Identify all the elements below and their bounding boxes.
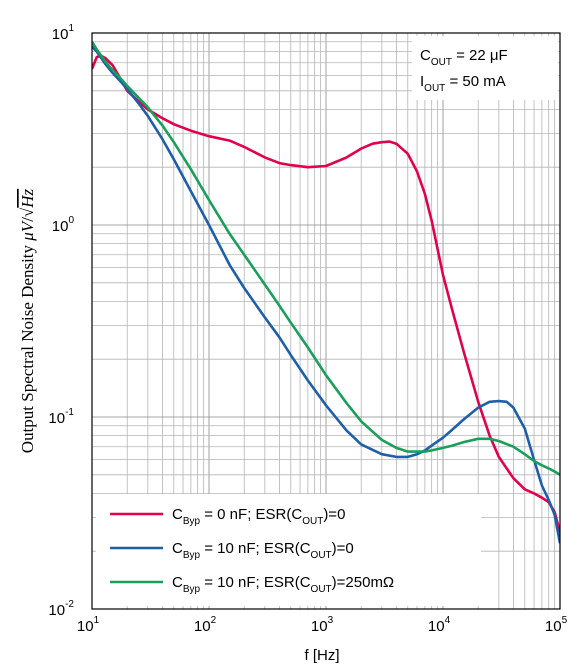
y-tick-label: 10-1: [48, 407, 74, 427]
annotation-iout-main: I: [420, 73, 424, 90]
y-axis-unit-slash: /: [18, 217, 37, 222]
legend-label-0: CByp = 0 nF; ESR(COUT)=0: [172, 506, 345, 527]
x-tick-label: 104: [428, 615, 451, 635]
plot-frame: [91, 32, 561, 610]
annotation-box: COUT = 22 μF IOUT = 50 mA: [412, 36, 558, 100]
series-line-2: [92, 41, 560, 476]
svg-text:Output Spectral Noise Density: Output Spectral Noise Density μV/√Hz: [18, 188, 37, 453]
y-axis-title-text: Output Spectral Noise Density: [18, 241, 37, 453]
y-axis-unit-mu: μ: [18, 232, 37, 242]
annotation-iout: IOUT = 50 mA: [420, 73, 506, 94]
y-axis-sqrt-sign: √: [18, 207, 37, 217]
y-axis-title: Output Spectral Noise Density μV/√Hz: [18, 188, 37, 453]
x-tick-label: 103: [311, 615, 334, 635]
legend-entry-2: CByp = 10 nF; ESR(COUT)=250mΩ: [110, 574, 394, 595]
annotation-cout-sub: OUT: [431, 57, 452, 68]
series-line-1: [92, 45, 560, 544]
annotation-cout-value: = 22 μF: [452, 47, 508, 64]
legend-label-1: CByp = 10 nF; ESR(COUT)=0: [172, 540, 354, 561]
annotation-iout-value: = 50 mA: [445, 73, 505, 90]
y-tick-label: 101: [52, 23, 75, 43]
legend-background: [96, 494, 481, 606]
y-axis-unit-hz: Hz: [18, 188, 37, 208]
series-lines: [92, 41, 560, 544]
annotation-iout-sub: OUT: [424, 83, 445, 94]
y-tick-label: 100: [52, 215, 75, 235]
y-axis-unit-v: V: [18, 219, 37, 232]
x-axis-title: f [Hz]: [304, 647, 339, 664]
annotation-background: [412, 36, 558, 100]
legend-entry-1: CByp = 10 nF; ESR(COUT)=0: [110, 540, 354, 561]
x-tick-label: 102: [194, 615, 217, 635]
tick-labels: 101 102 103 104 105 101 100 10-1 10-2: [48, 23, 567, 635]
x-tick-label: 101: [77, 615, 100, 635]
y-tick-label: 10-2: [48, 599, 74, 619]
legend: CByp = 0 nF; ESR(COUT)=0 CByp = 10 nF; E…: [96, 494, 481, 606]
annotation-cout-main: C: [420, 47, 431, 64]
legend-entry-0: CByp = 0 nF; ESR(COUT)=0: [110, 506, 345, 527]
annotation-cout: COUT = 22 μF: [420, 47, 508, 68]
x-tick-label: 105: [545, 615, 568, 635]
legend-label-2: CByp = 10 nF; ESR(COUT)=250mΩ: [172, 574, 394, 595]
